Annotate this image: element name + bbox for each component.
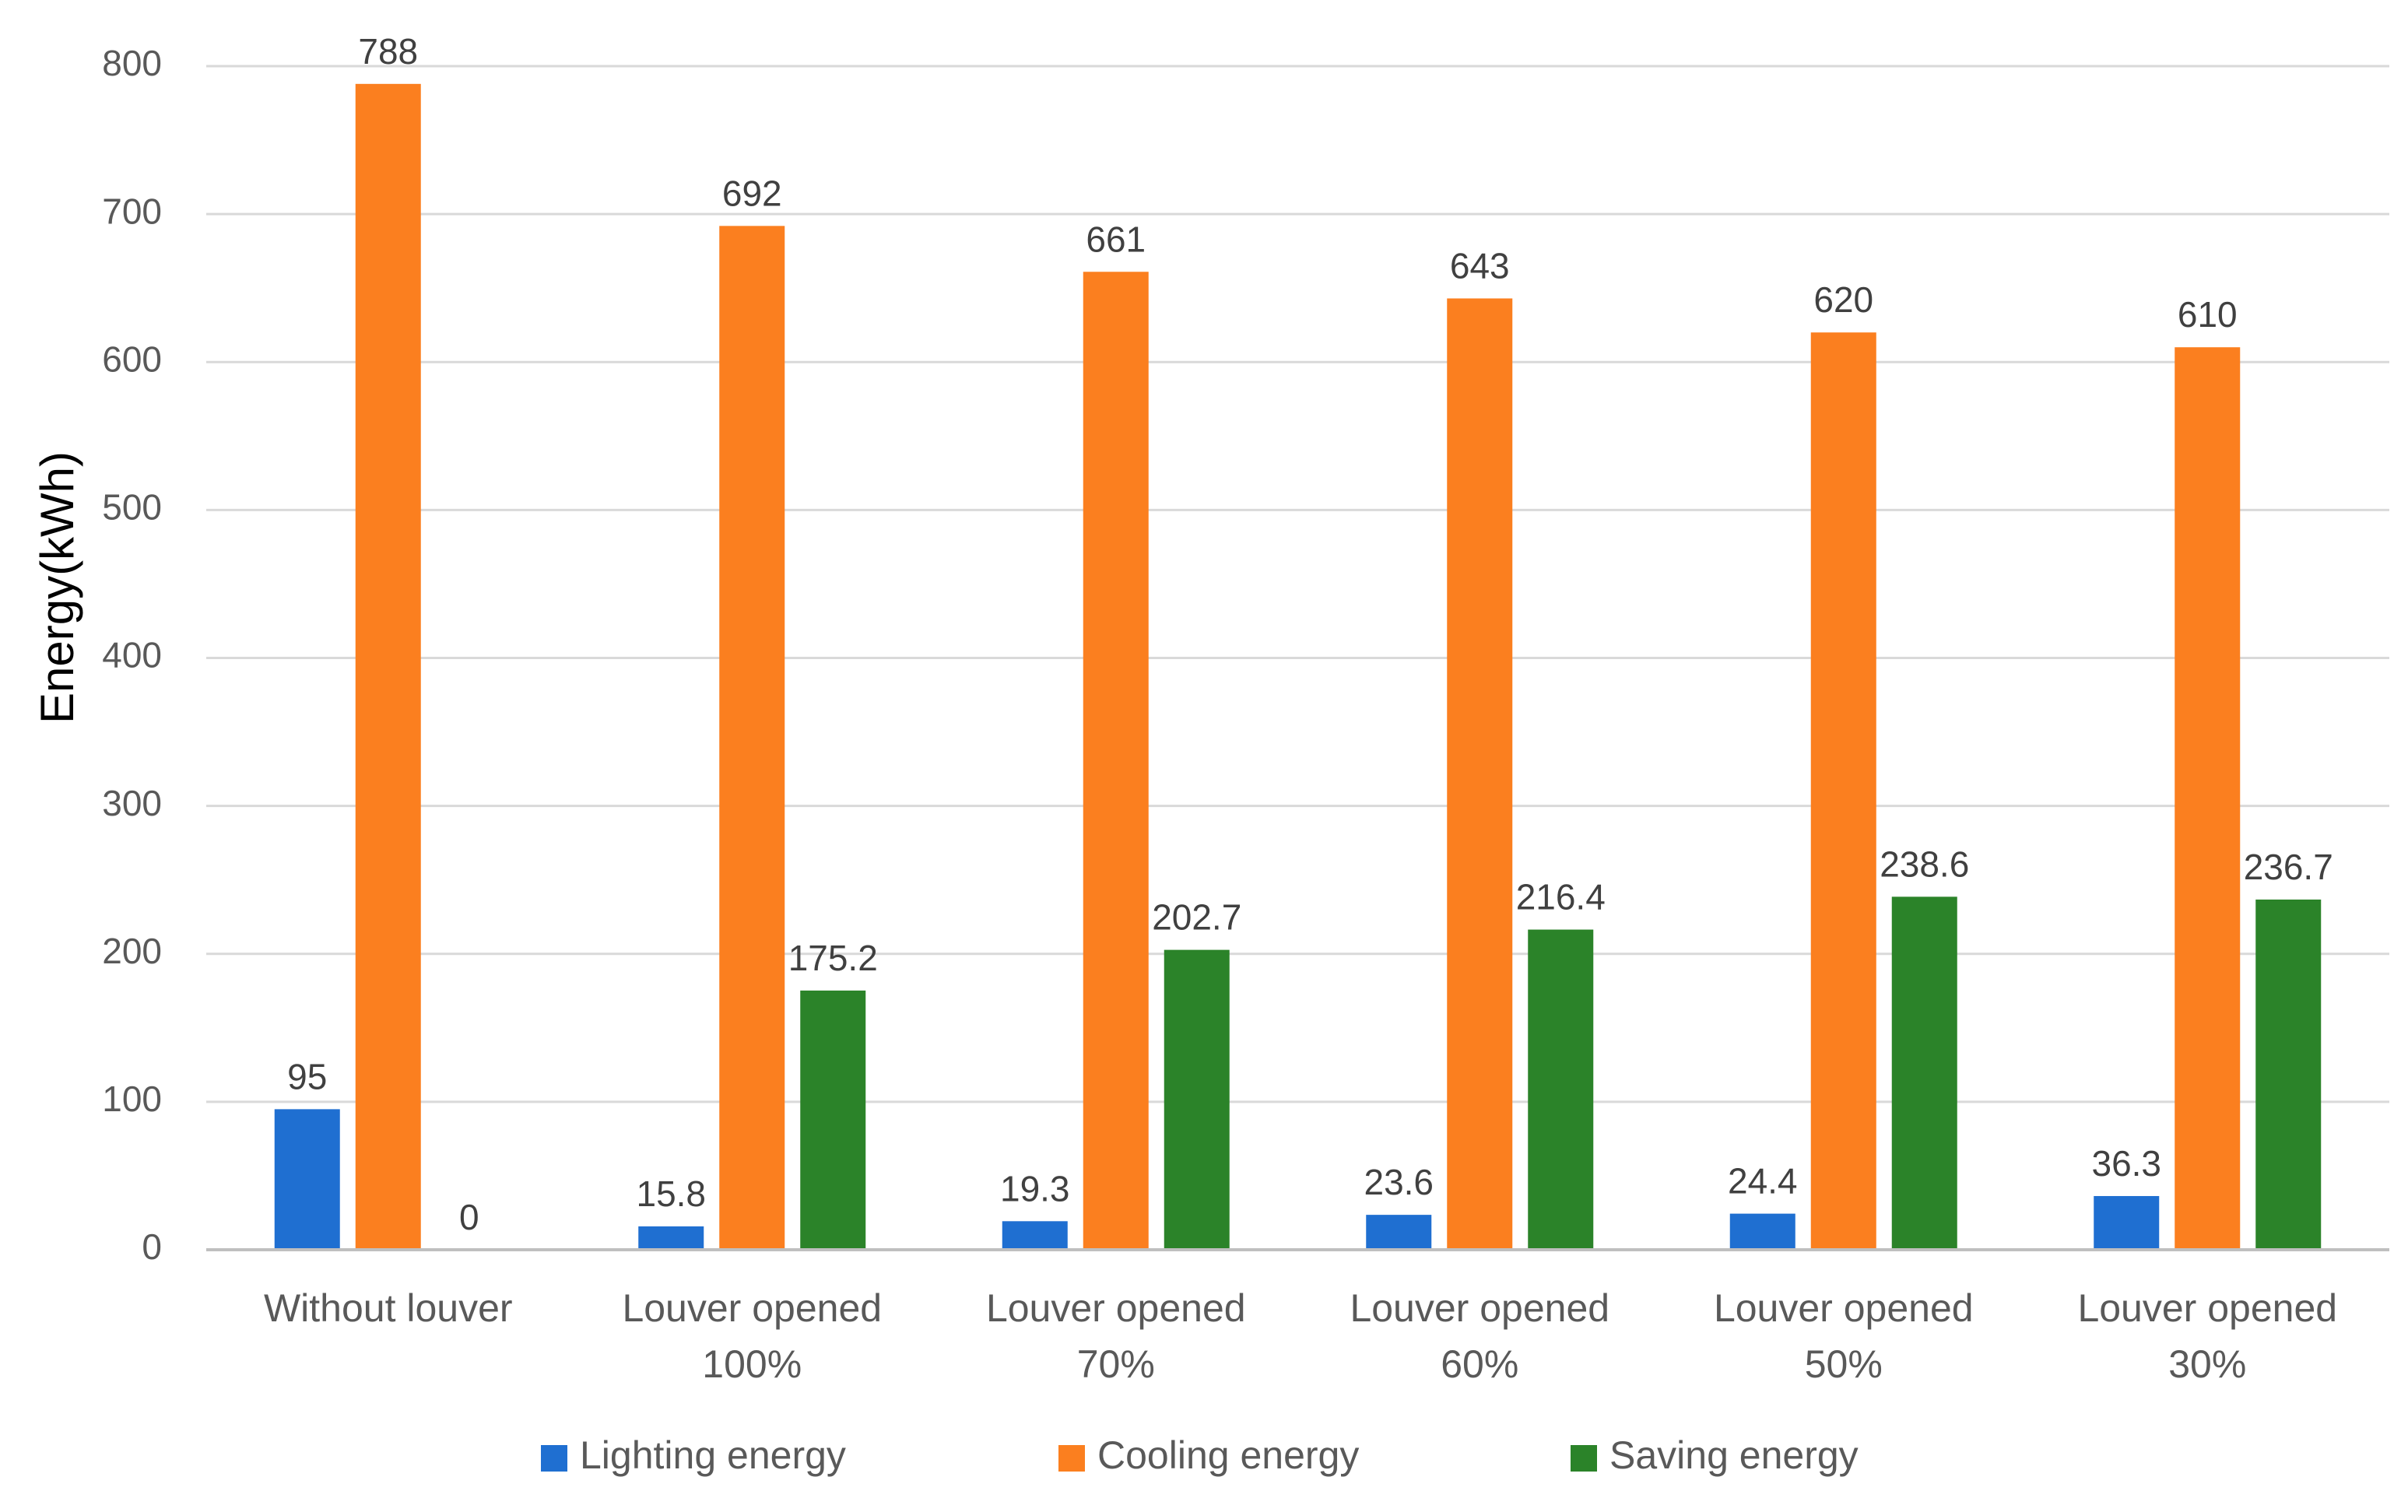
legend-label: Cooling energy xyxy=(1097,1433,1359,1477)
x-tick-label: Louver opened xyxy=(1350,1286,1609,1330)
y-tick-label: 600 xyxy=(102,339,162,379)
legend-label: Lighting energy xyxy=(580,1433,846,1477)
data-label: 0 xyxy=(459,1197,479,1237)
data-label: 661 xyxy=(1086,219,1146,259)
y-tick-label: 500 xyxy=(102,487,162,528)
x-tick-label: Without louver xyxy=(264,1286,513,1330)
y-tick-label: 400 xyxy=(102,635,162,675)
x-tick-label: 70% xyxy=(1077,1342,1155,1386)
data-label: 216.4 xyxy=(1516,877,1606,917)
bar xyxy=(1891,896,1957,1250)
data-label: 175.2 xyxy=(788,938,878,978)
data-label: 620 xyxy=(1813,279,1873,320)
bar xyxy=(1366,1215,1432,1250)
bar xyxy=(719,226,785,1251)
data-label: 610 xyxy=(2178,294,2238,335)
x-tick-label: 100% xyxy=(702,1342,802,1386)
x-tick-label: Louver opened xyxy=(622,1286,882,1330)
bar xyxy=(1729,1213,1795,1250)
bar xyxy=(638,1226,704,1250)
bar xyxy=(1002,1221,1068,1250)
bar xyxy=(355,83,421,1251)
y-tick-label: 100 xyxy=(102,1079,162,1119)
bar xyxy=(1528,929,1594,1250)
x-tick-label: Louver opened xyxy=(986,1286,1246,1330)
data-label: 24.4 xyxy=(1728,1161,1798,1202)
data-label: 36.3 xyxy=(2091,1143,2161,1184)
axes: 0 100 200 300 400 500 600 700 800 Without louver L… xyxy=(102,43,2389,1386)
data-label: 95 xyxy=(287,1056,327,1096)
legend-swatch xyxy=(1058,1445,1085,1472)
bar xyxy=(2094,1195,2160,1250)
data-label: 238.6 xyxy=(1880,844,1969,884)
bar xyxy=(274,1109,340,1250)
bars xyxy=(274,83,2322,1251)
x-tick-label: Louver opened xyxy=(2077,1286,2337,1330)
data-label: 692 xyxy=(722,173,782,213)
data-label: 19.3 xyxy=(1000,1168,1070,1209)
gridlines xyxy=(206,65,2389,1103)
x-tick-label: 30% xyxy=(2168,1342,2246,1386)
bar xyxy=(1810,332,1876,1251)
x-tick-label: 60% xyxy=(1441,1342,1518,1386)
y-tick-label: 700 xyxy=(102,191,162,231)
legend: Lighting energy Cooling energy Saving ener… xyxy=(541,1433,1859,1477)
bar xyxy=(2175,347,2241,1250)
y-tick-label: 0 xyxy=(142,1226,162,1267)
data-label: 643 xyxy=(1450,245,1510,286)
data-label: 23.6 xyxy=(1364,1162,1434,1202)
data-label: 15.8 xyxy=(636,1173,706,1214)
bar xyxy=(800,990,866,1250)
y-tick-label: 300 xyxy=(102,783,162,823)
x-tick-label: 50% xyxy=(1805,1342,1883,1386)
y-tick-label: 200 xyxy=(102,931,162,971)
y-axis-title: Energy(kWh) xyxy=(31,451,83,724)
bar xyxy=(2255,899,2322,1250)
legend-swatch xyxy=(541,1445,567,1472)
data-label: 202.7 xyxy=(1152,897,1241,938)
y-tick-label: 800 xyxy=(102,43,162,83)
data-label: 236.7 xyxy=(2244,847,2333,887)
data-labels: 95 788 0 15.8 692 175.2 19.3 661 202.7 23.6 643 216… xyxy=(287,31,2333,1237)
bar xyxy=(1083,272,1149,1251)
data-label: 788 xyxy=(358,31,418,72)
bar xyxy=(1164,949,1230,1250)
x-tick-label: Louver opened xyxy=(1714,1286,1974,1330)
bar xyxy=(1447,298,1513,1251)
legend-label: Saving energy xyxy=(1609,1433,1859,1477)
legend-swatch xyxy=(1571,1445,1597,1472)
